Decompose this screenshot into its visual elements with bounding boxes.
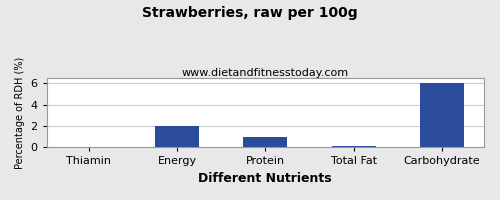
Bar (155, 126, 199, 147)
Text: Strawberries, raw per 100g: Strawberries, raw per 100g (142, 6, 358, 20)
Title: www.dietandfitnesstoday.com: www.dietandfitnesstoday.com (182, 68, 349, 78)
Bar (243, 137, 288, 147)
Bar (332, 146, 376, 147)
Y-axis label: Percentage of RDH (%): Percentage of RDH (%) (15, 57, 25, 169)
X-axis label: Different Nutrients: Different Nutrients (198, 172, 332, 185)
Bar (420, 83, 464, 147)
